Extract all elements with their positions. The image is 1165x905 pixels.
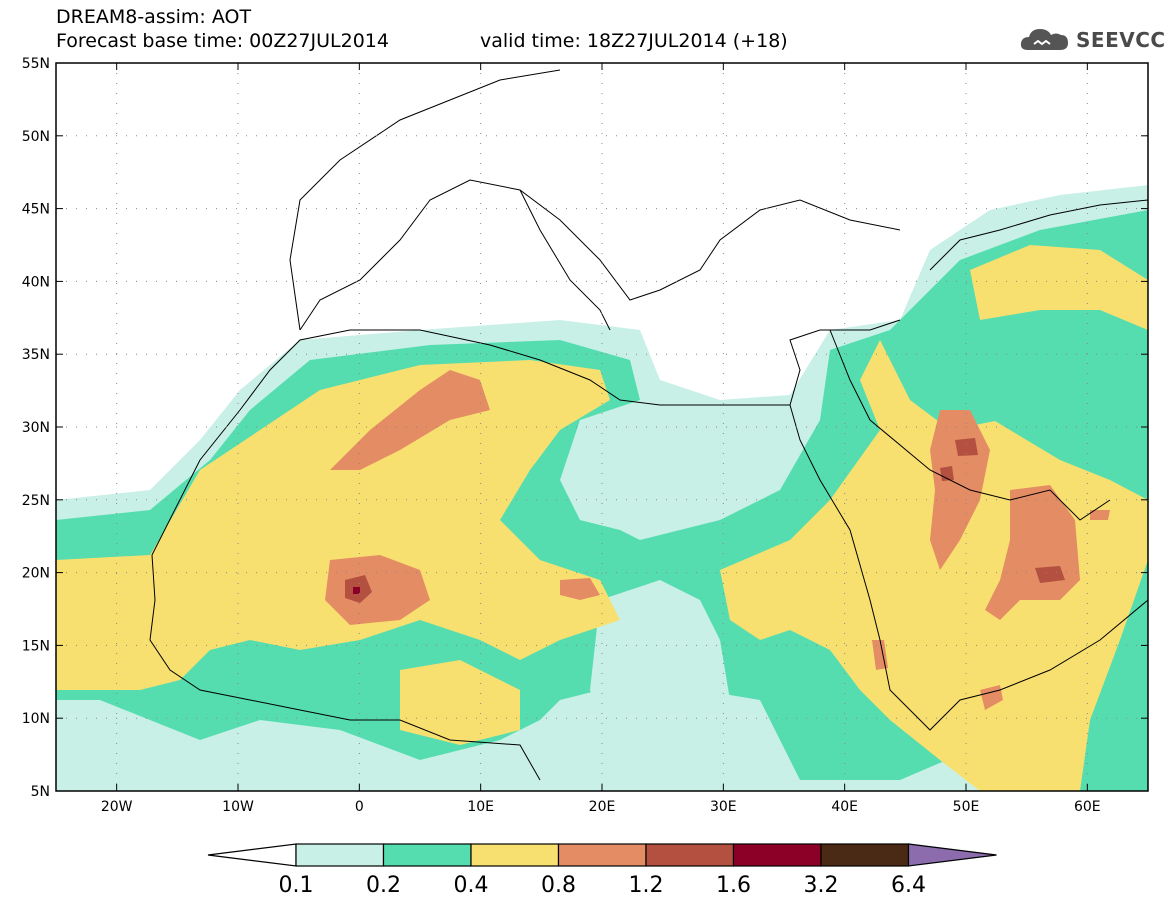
colorbar-label: 1.6 xyxy=(716,873,751,898)
colorbar-box xyxy=(732,843,822,867)
seevccc-logo: SEEVCCC xyxy=(1018,22,1165,58)
valid-time: valid time: 18Z27JUL2014 (+18) xyxy=(480,30,788,52)
forecast-base-time: Forecast base time: 00Z27JUL2014 xyxy=(56,30,389,52)
colorbar-label: 0.4 xyxy=(454,873,489,898)
lat-tick-label: 10N xyxy=(22,711,50,727)
colorbar-box xyxy=(382,843,472,867)
lat-tick-label: 25N xyxy=(22,493,50,509)
colorbar-label: 0.1 xyxy=(279,873,314,898)
cloud-icon xyxy=(1020,29,1068,50)
lat-tick-label: 5N xyxy=(31,784,50,800)
lon-tick-label: 20E xyxy=(589,799,616,815)
lat-tick-label: 35N xyxy=(22,347,50,363)
lat-tick-label: 55N xyxy=(22,56,50,72)
lon-tick-label: 0 xyxy=(355,799,364,815)
colorbar-max-arrow xyxy=(907,843,997,867)
latitude-axis: 55N 50N 45N 40N 35N 30N 25N 20N 15N 10N 5N xyxy=(22,56,1148,800)
lon-tick-label: 10E xyxy=(467,799,494,815)
aot-field xyxy=(56,63,1148,791)
colorbar-box xyxy=(820,843,910,867)
lon-tick-label: 60E xyxy=(1074,799,1101,815)
colorbar-label: 0.2 xyxy=(366,873,401,898)
lon-tick-label: 40E xyxy=(831,799,858,815)
logo-text: SEEVCCC xyxy=(1076,28,1165,52)
lat-tick-label: 45N xyxy=(22,202,50,218)
lat-tick-label: 40N xyxy=(22,274,50,290)
lon-tick-label: 20W xyxy=(101,799,133,815)
colorbar-label: 1.2 xyxy=(629,873,664,898)
lon-tick-label: 30E xyxy=(710,799,737,815)
lat-tick-label: 30N xyxy=(22,420,50,436)
lat-tick-label: 15N xyxy=(22,638,50,654)
colorbar-label: 3.2 xyxy=(804,873,839,898)
lon-tick-label: 50E xyxy=(953,799,980,815)
lat-tick-label: 50N xyxy=(22,129,50,145)
colorbar-box xyxy=(645,843,735,867)
lon-tick-label: 10W xyxy=(222,799,254,815)
longitude-axis: 20W 10W 0 10E 20E 30E 40E 50E 60E xyxy=(101,63,1101,815)
colorbar-min-arrow xyxy=(207,843,297,867)
colorbar-box xyxy=(295,843,385,867)
map-title: DREAM8-assim: AOT xyxy=(56,6,252,28)
colorbar-box xyxy=(470,843,560,867)
colorbar-label: 6.4 xyxy=(891,873,926,898)
colorbar-label: 0.8 xyxy=(541,873,576,898)
colorbar-box xyxy=(557,843,647,867)
coastlines xyxy=(149,69,1148,781)
colorbar: 0.1 0.2 0.4 0.8 1.2 1.6 3.2 6.4 xyxy=(207,843,997,898)
lat-tick-label: 20N xyxy=(22,566,50,582)
